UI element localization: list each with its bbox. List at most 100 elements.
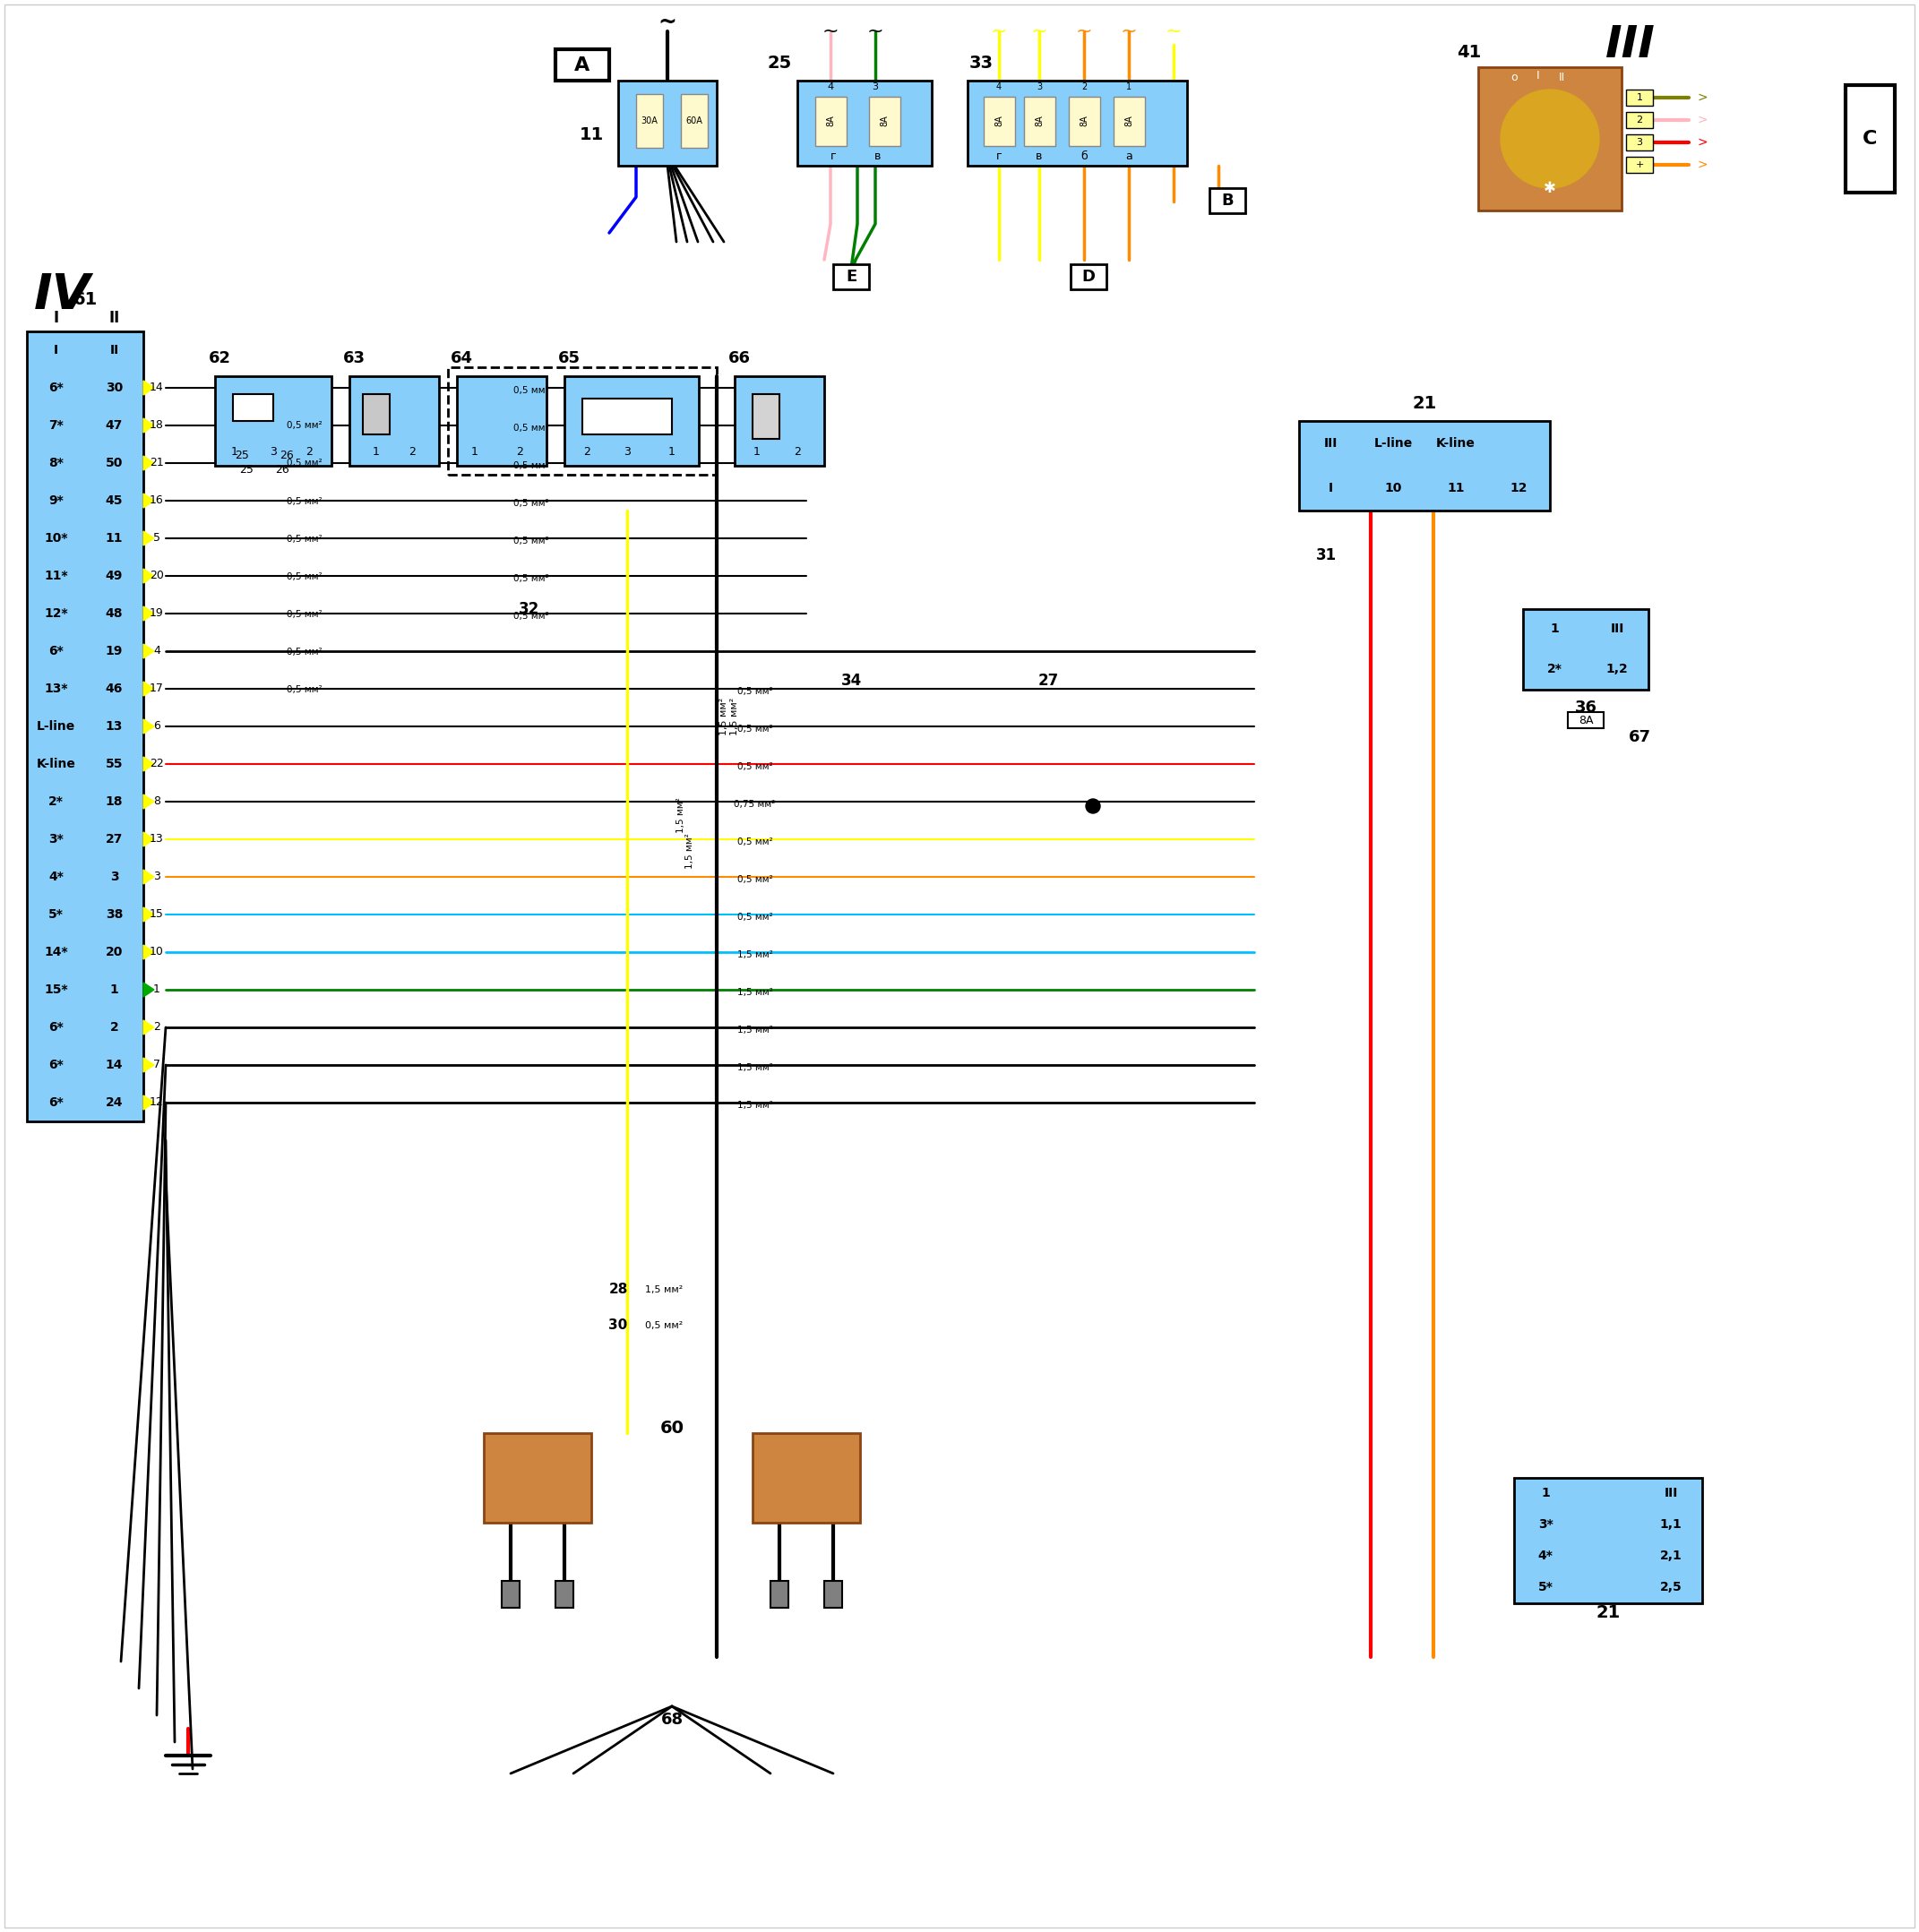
Text: 21: 21 xyxy=(150,458,163,469)
Text: 2: 2 xyxy=(409,446,416,458)
Text: ~: ~ xyxy=(658,12,677,33)
Text: 33: 33 xyxy=(969,54,994,71)
Polygon shape xyxy=(144,869,154,885)
Text: 1: 1 xyxy=(754,446,760,458)
Text: 1,5 мм²: 1,5 мм² xyxy=(645,1285,683,1294)
Text: 3*: 3* xyxy=(48,833,63,846)
Text: I: I xyxy=(1537,70,1539,81)
Text: 17: 17 xyxy=(150,684,163,696)
Text: 0,5 мм²: 0,5 мм² xyxy=(286,497,322,506)
Text: 1,5 мм²: 1,5 мм² xyxy=(675,798,685,833)
Text: III: III xyxy=(1324,437,1338,450)
Bar xyxy=(484,1434,591,1522)
Text: 11*: 11* xyxy=(44,570,67,582)
Text: 1: 1 xyxy=(1126,83,1132,91)
Text: 8А: 8А xyxy=(1577,715,1593,726)
Bar xyxy=(447,367,716,475)
Bar xyxy=(984,97,1015,147)
Bar xyxy=(967,81,1188,166)
Text: ~: ~ xyxy=(1165,23,1182,41)
Polygon shape xyxy=(144,1095,154,1109)
Bar xyxy=(1524,609,1648,690)
Text: 1,5 мм²: 1,5 мм² xyxy=(737,987,773,997)
Text: 0,5 мм²: 0,5 мм² xyxy=(512,462,549,469)
Text: 60A: 60A xyxy=(685,116,702,126)
Text: >: > xyxy=(1696,158,1708,172)
Text: D: D xyxy=(1082,269,1096,284)
Text: 28: 28 xyxy=(608,1283,628,1296)
Text: 6*: 6* xyxy=(48,1095,63,1109)
Text: 46: 46 xyxy=(106,682,123,696)
Text: 25: 25 xyxy=(768,54,793,71)
Text: 48: 48 xyxy=(106,607,123,620)
Text: 1,5 мм²: 1,5 мм² xyxy=(737,951,773,960)
Polygon shape xyxy=(144,794,154,810)
Text: 3: 3 xyxy=(271,446,276,458)
Text: 12: 12 xyxy=(1510,481,1528,495)
Bar xyxy=(555,1580,574,1607)
Text: 50: 50 xyxy=(106,456,123,469)
Text: 64: 64 xyxy=(451,350,472,367)
Bar xyxy=(869,97,900,147)
Text: 61: 61 xyxy=(73,292,98,309)
Text: III: III xyxy=(1664,1488,1677,1499)
Text: I: I xyxy=(1328,481,1332,495)
Text: 8*: 8* xyxy=(48,456,63,469)
Text: ~: ~ xyxy=(821,23,839,41)
Bar xyxy=(1071,265,1107,290)
Text: 21: 21 xyxy=(1412,394,1437,412)
Text: 14: 14 xyxy=(106,1059,123,1070)
Text: г: г xyxy=(996,151,1002,162)
Text: K-line: K-line xyxy=(36,757,75,771)
Text: 1,5 мм²: 1,5 мм² xyxy=(729,697,739,736)
Text: 13: 13 xyxy=(106,721,123,732)
Polygon shape xyxy=(144,568,154,583)
Text: 41: 41 xyxy=(1457,43,1481,60)
Text: III: III xyxy=(1610,622,1623,636)
Text: o: o xyxy=(1510,71,1518,83)
Text: 0,5 мм²: 0,5 мм² xyxy=(737,724,773,734)
Text: 5*: 5* xyxy=(1537,1580,1552,1594)
Text: 1: 1 xyxy=(372,446,380,458)
Text: 63: 63 xyxy=(344,350,365,367)
Text: 3: 3 xyxy=(871,83,879,91)
Text: 6: 6 xyxy=(154,721,161,732)
Bar xyxy=(1625,89,1652,106)
Polygon shape xyxy=(144,493,154,508)
Bar xyxy=(363,394,390,435)
Text: 1,2: 1,2 xyxy=(1606,663,1627,676)
Text: 8A: 8A xyxy=(994,116,1004,128)
Text: ~: ~ xyxy=(990,23,1007,41)
Text: 4: 4 xyxy=(827,83,833,91)
Bar xyxy=(1113,97,1146,147)
Text: 8: 8 xyxy=(154,796,161,808)
Bar xyxy=(681,95,708,147)
Text: ~: ~ xyxy=(1121,23,1138,41)
Text: IV: IV xyxy=(35,270,92,321)
Text: 21: 21 xyxy=(1597,1604,1620,1621)
Bar xyxy=(215,377,332,466)
Text: 2: 2 xyxy=(583,446,591,458)
Text: 66: 66 xyxy=(727,350,750,367)
Bar xyxy=(796,81,933,166)
Text: I: I xyxy=(54,344,58,357)
Text: 25: 25 xyxy=(240,464,253,475)
Bar xyxy=(635,95,662,147)
Text: 0,5 мм²: 0,5 мм² xyxy=(286,421,322,431)
Text: 27: 27 xyxy=(106,833,123,846)
Text: 3: 3 xyxy=(109,871,119,883)
Text: 1: 1 xyxy=(1551,622,1558,636)
Text: 2: 2 xyxy=(794,446,800,458)
Circle shape xyxy=(1086,800,1100,813)
Bar xyxy=(752,394,779,439)
Bar xyxy=(1025,97,1055,147)
Bar xyxy=(1846,85,1894,193)
Text: 6*: 6* xyxy=(48,1022,63,1034)
Polygon shape xyxy=(144,456,154,469)
Polygon shape xyxy=(144,1059,154,1072)
Text: 4: 4 xyxy=(996,83,1002,91)
Text: 5: 5 xyxy=(154,533,161,545)
Bar xyxy=(825,1580,842,1607)
Text: б: б xyxy=(1080,151,1088,162)
Polygon shape xyxy=(144,381,154,394)
